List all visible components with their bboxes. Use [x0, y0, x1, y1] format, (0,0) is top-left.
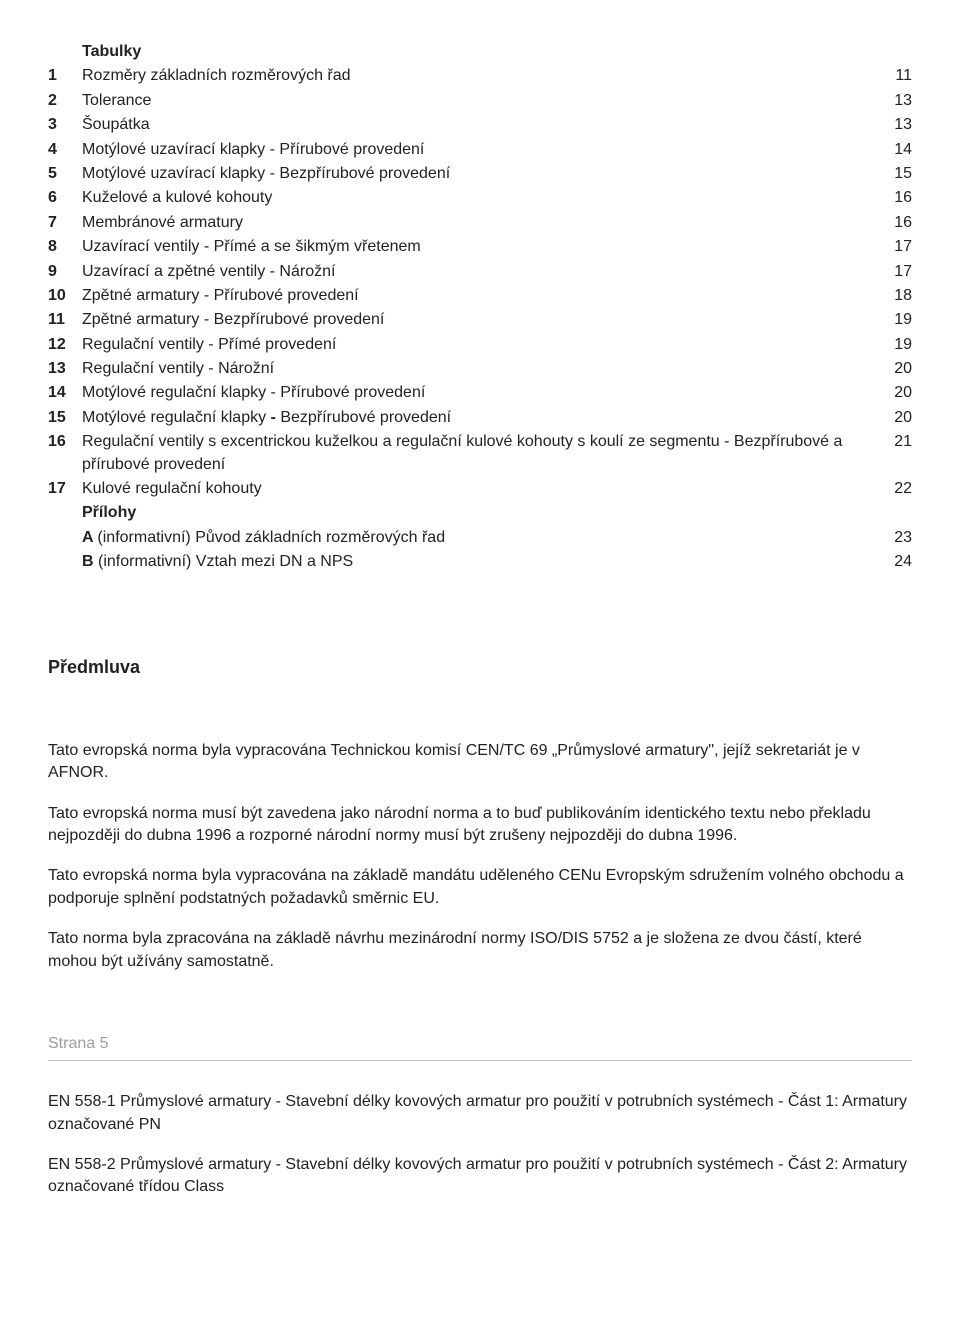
toc-row-num: 6	[48, 186, 82, 210]
toc-row-num: 3	[48, 113, 82, 137]
toc-row-num: 7	[48, 211, 82, 235]
toc-heading: Tabulky	[82, 40, 884, 64]
toc-row: 13Regulační ventily - Nárožní20	[48, 357, 912, 381]
toc-row-num: 16	[48, 430, 82, 477]
toc-row: 10Zpětné armatury - Přírubové provedení1…	[48, 284, 912, 308]
toc-row: 14Motýlové regulační klapky - Přírubové …	[48, 381, 912, 405]
toc-row-page: 17	[884, 235, 912, 259]
toc-row-desc: Motýlové uzavírací klapky - Přírubové pr…	[82, 138, 884, 162]
en558-1: EN 558-1 Průmyslové armatury - Stavební …	[48, 1091, 912, 1136]
toc-row-desc: Regulační ventily - Nárožní	[82, 357, 884, 381]
toc-row-num: 9	[48, 260, 82, 284]
toc-row-page: 15	[884, 162, 912, 186]
toc-row-page: 19	[884, 333, 912, 357]
toc-row-num: 10	[48, 284, 82, 308]
toc-row-page: 21	[884, 430, 912, 477]
toc-row-desc: Kuželové a kulové kohouty	[82, 186, 884, 210]
toc-row-page: 14	[884, 138, 912, 162]
toc-row: 5Motýlové uzavírací klapky - Bezpřírubov…	[48, 162, 912, 186]
toc-row-desc: Motýlové uzavírací klapky - Bezpřírubové…	[82, 162, 884, 186]
toc-row-num: 2	[48, 89, 82, 113]
toc-row-num: 8	[48, 235, 82, 259]
toc-row-desc: Regulační ventily s excentrickou kuželko…	[82, 430, 884, 477]
toc-row-desc: Uzavírací a zpětné ventily - Nárožní	[82, 260, 884, 284]
toc-row: 9Uzavírací a zpětné ventily - Nárožní17	[48, 260, 912, 284]
toc-row-page: 16	[884, 211, 912, 235]
toc-row-page: 20	[884, 406, 912, 430]
toc-row-desc: Rozměry základních rozměrových řad	[82, 64, 884, 88]
toc-row: 17Kulové regulační kohouty22	[48, 477, 912, 501]
toc-row-num: 4	[48, 138, 82, 162]
toc-row: 15Motýlové regulační klapky - Bezpřírubo…	[48, 406, 912, 430]
toc-appendix-page: 23	[884, 526, 912, 550]
toc-row: 11Zpětné armatury - Bezpřírubové provede…	[48, 308, 912, 332]
toc-row-desc: Uzavírací ventily - Přímé a se šikmým vř…	[82, 235, 884, 259]
toc-row-page: 22	[884, 477, 912, 501]
toc-row-desc: Motýlové regulační klapky - Bezpřírubové…	[82, 406, 884, 430]
toc-row-desc: Kulové regulační kohouty	[82, 477, 884, 501]
predmluva-p3: Tato evropská norma byla vypracována na …	[48, 865, 912, 910]
toc-row: 1Rozměry základních rozměrových řad11	[48, 64, 912, 88]
predmluva-p2: Tato evropská norma musí být zavedena ja…	[48, 803, 912, 848]
toc-row-num: 12	[48, 333, 82, 357]
page-divider	[48, 1060, 912, 1061]
toc-row-page: 19	[884, 308, 912, 332]
toc-appendix-row: B (informativní) Vztah mezi DN a NPS24	[48, 550, 912, 574]
toc-table: Tabulky 1Rozměry základních rozměrových …	[48, 40, 912, 575]
toc-row-desc: Šoupátka	[82, 113, 884, 137]
toc-prilohy: Přílohy	[82, 501, 884, 525]
toc-row-num: 13	[48, 357, 82, 381]
toc-row: 12Regulační ventily - Přímé provedení19	[48, 333, 912, 357]
toc-row: 2Tolerance13	[48, 89, 912, 113]
toc-row-page: 17	[884, 260, 912, 284]
toc-appendix-desc: A (informativní) Původ základních rozměr…	[82, 526, 884, 550]
toc-row: 7Membránové armatury16	[48, 211, 912, 235]
toc-row-desc: Motýlové regulační klapky - Přírubové pr…	[82, 381, 884, 405]
toc-row-num: 17	[48, 477, 82, 501]
toc-row-num: 5	[48, 162, 82, 186]
predmluva-p1: Tato evropská norma byla vypracována Tec…	[48, 740, 912, 785]
toc-appendix-desc: B (informativní) Vztah mezi DN a NPS	[82, 550, 884, 574]
toc-row-page: 16	[884, 186, 912, 210]
toc-row: 6Kuželové a kulové kohouty16	[48, 186, 912, 210]
toc-row-num: 11	[48, 308, 82, 332]
en558-2: EN 558-2 Průmyslové armatury - Stavební …	[48, 1154, 912, 1199]
toc-row-page: 11	[884, 64, 912, 88]
toc-row: 8Uzavírací ventily - Přímé a se šikmým v…	[48, 235, 912, 259]
toc-row-num: 15	[48, 406, 82, 430]
toc-appendix-row: A (informativní) Původ základních rozměr…	[48, 526, 912, 550]
toc-row-desc: Tolerance	[82, 89, 884, 113]
toc-row-desc: Membránové armatury	[82, 211, 884, 235]
toc-appendix-page: 24	[884, 550, 912, 574]
toc-row: 16Regulační ventily s excentrickou kužel…	[48, 430, 912, 477]
toc-row-page: 20	[884, 357, 912, 381]
toc-row-desc: Regulační ventily - Přímé provedení	[82, 333, 884, 357]
toc-row-page: 18	[884, 284, 912, 308]
toc-row-page: 13	[884, 113, 912, 137]
toc-row-desc: Zpětné armatury - Přírubové provedení	[82, 284, 884, 308]
toc-row-num: 14	[48, 381, 82, 405]
toc-row-page: 13	[884, 89, 912, 113]
toc-row-num: 1	[48, 64, 82, 88]
toc-row: 4Motýlové uzavírací klapky - Přírubové p…	[48, 138, 912, 162]
toc-row: 3Šoupátka13	[48, 113, 912, 137]
predmluva-heading: Předmluva	[48, 655, 912, 680]
toc-row-desc: Zpětné armatury - Bezpřírubové provedení	[82, 308, 884, 332]
toc-row-page: 20	[884, 381, 912, 405]
page-label: Strana 5	[48, 1033, 912, 1055]
predmluva-p4: Tato norma byla zpracována na základě ná…	[48, 928, 912, 973]
